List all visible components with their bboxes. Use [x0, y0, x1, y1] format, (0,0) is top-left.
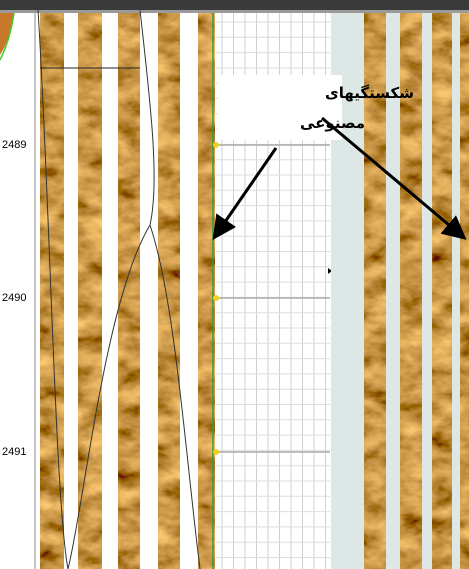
depth-label: 2490: [2, 292, 26, 304]
page: {"depth_labels": ["2489", "2490", "2491"…: [0, 0, 469, 569]
annotation-line: شکستگیهای: [325, 84, 414, 102]
depth-label: 2489: [2, 139, 26, 151]
annotation-line: مصنوعی: [300, 114, 365, 132]
tadpole: [213, 295, 219, 301]
depth-label: 2491: [2, 446, 26, 458]
top-bar-edge: [0, 10, 469, 13]
top-bar: [0, 0, 469, 10]
tadpole: [213, 142, 219, 148]
tadpole: [213, 449, 219, 455]
well-log-image: 2489 2490 2491 شکستگیهای مصنوعی: [0, 0, 469, 569]
